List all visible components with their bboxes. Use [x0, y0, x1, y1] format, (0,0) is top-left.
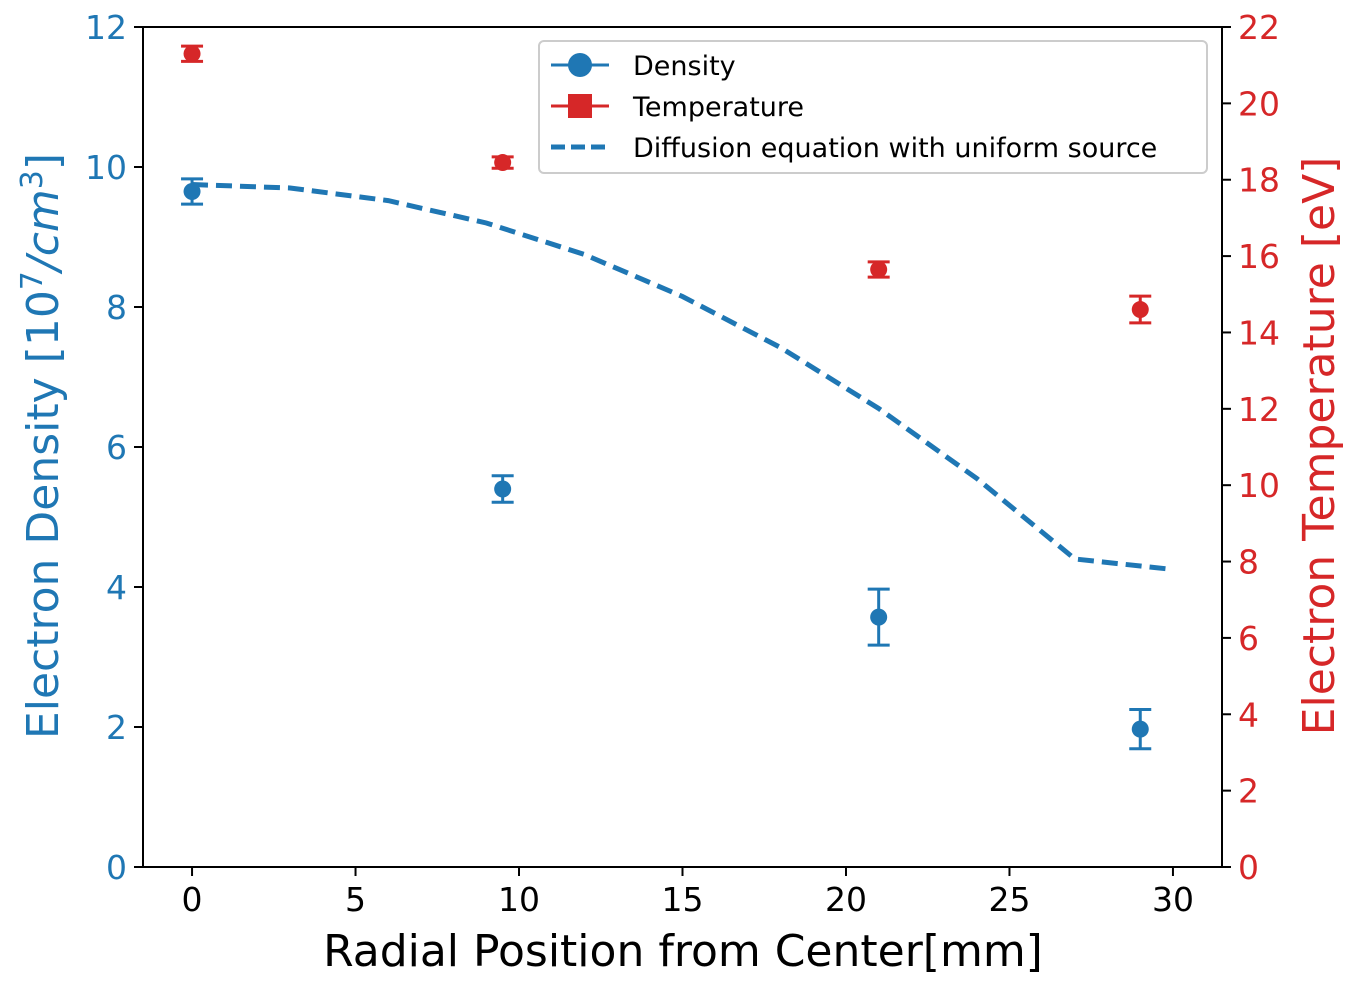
legend-temperature-marker [568, 94, 592, 118]
y-left-label-prefix: Electron Density [10 [18, 290, 69, 739]
y-right-tick-label: 6 [1238, 619, 1259, 658]
x-tick-label: 10 [498, 880, 540, 919]
density-point [1131, 720, 1149, 738]
y-left-tick-label: 4 [106, 568, 127, 607]
y-left-tick-label: 6 [106, 428, 127, 467]
y-left-label-mid: /cm [18, 189, 69, 275]
y-right-tick-label: 22 [1238, 8, 1280, 47]
temperature-point [870, 260, 888, 278]
legend-entry-label: Diffusion equation with uniform source [633, 133, 1157, 164]
series-layer [181, 44, 1174, 751]
legend-entry-label: Density [633, 51, 736, 82]
y-left-tick-label: 0 [106, 848, 127, 887]
x-tick-label: 5 [345, 880, 366, 919]
x-tick-label: 30 [1152, 880, 1194, 919]
y-right-tick-label: 20 [1238, 84, 1280, 123]
y-right-tick-label: 2 [1238, 772, 1259, 811]
temperature-point [1131, 301, 1149, 319]
y-right-tick-label: 4 [1238, 695, 1259, 734]
temperature-point [494, 154, 512, 172]
y-right-tick-label: 0 [1238, 848, 1259, 887]
y-right-tick-label: 18 [1238, 161, 1280, 200]
y-left-label-suffix: ] [18, 153, 69, 170]
legend: Density Temperature Diffusion equation wit… [538, 40, 1208, 174]
legend-entry-label: Temperature [632, 92, 804, 123]
y-left-tick-label: 12 [85, 8, 127, 47]
legend-density-marker [568, 53, 592, 77]
legend-box [538, 40, 1208, 174]
y-right-tick-label: 12 [1238, 390, 1280, 429]
x-tick-label: 25 [988, 880, 1030, 919]
y-right-axis-label: Electron Temperature [eV] [1294, 157, 1345, 736]
y-left-axis-label: Electron Density [107/cm3] [15, 153, 69, 739]
x-tick-label: 20 [825, 880, 867, 919]
y-left-tick-label: 8 [106, 288, 127, 327]
y-right-tick-label: 8 [1238, 543, 1259, 582]
y-left-tick-label: 2 [106, 708, 127, 747]
y-left-label-sup1: 7 [15, 271, 50, 290]
labels-layer: Radial Position from Center[mm] Electron… [15, 153, 1345, 977]
y-right-tick-label: 10 [1238, 466, 1280, 505]
x-tick-label: 15 [662, 880, 704, 919]
y-left-tick-label: 10 [85, 148, 127, 187]
x-axis-label: Radial Position from Center[mm] [323, 926, 1043, 977]
y-right-tick-label: 14 [1238, 313, 1280, 352]
axes-layer: 0 5 10 15 20 25 30 0 2 4 6 8 10 12 0 2 4 6 8 10 12 14 16 18 20 22 [85, 8, 1280, 919]
density-point [494, 480, 512, 498]
x-tick-label: 0 [182, 880, 203, 919]
density-point [870, 608, 888, 626]
diffusion-curve [191, 182, 1174, 572]
y-right-tick-label: 16 [1238, 237, 1280, 276]
temperature-point [183, 45, 201, 63]
density-point [183, 183, 201, 200]
y-left-label-sup2: 3 [15, 170, 50, 189]
